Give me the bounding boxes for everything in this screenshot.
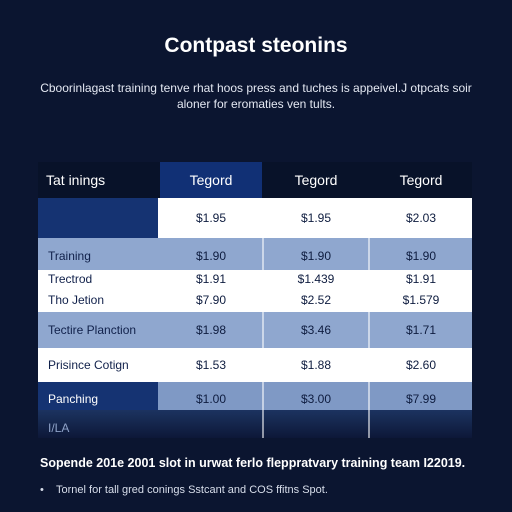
row-value: $1.90 (195, 249, 227, 263)
header-col-1: Tegord (160, 162, 262, 198)
row-value: $1.579 (402, 293, 440, 307)
table-row: I/LA (38, 418, 472, 438)
row-label: Prisince Cotign (48, 358, 129, 372)
row-value: $1.53 (195, 358, 227, 372)
column-divider (262, 198, 264, 438)
table-row: Training $1.90 $1.90 $1.90 (38, 238, 472, 270)
table-row: Tho Jetion $7.90 $2.52 $1.579 (38, 290, 472, 312)
header-first-cell: Tat inings (46, 172, 106, 188)
table-row: Tectire Planction $1.98 $3.46 $1.71 (38, 312, 472, 348)
row-value: $3.46 (300, 323, 332, 337)
row-value: $2.60 (405, 358, 437, 372)
row-value: $2.52 (300, 293, 332, 307)
comparison-table: Tat inings Tegord Tegord Tegord $1.95 $1… (38, 162, 472, 438)
footer-note: Sopende 201e 2001 slot in urwat ferlo fl… (40, 456, 466, 470)
column-divider (368, 198, 370, 438)
row-label: Trectrod (48, 272, 93, 286)
bullet-item: • Tornel for tall gred conings Sstcant an… (40, 484, 480, 496)
row-label (38, 198, 158, 238)
row-value: $1.95 (300, 211, 332, 225)
row-label: I/LA (48, 421, 70, 435)
row-value: $1.88 (300, 358, 332, 372)
row-value: $2.03 (405, 211, 437, 225)
table-row: Trectrod $1.91 $1.439 $1.91 (38, 270, 472, 290)
table-row: Prisince Cotign $1.53 $1.88 $2.60 (38, 348, 472, 382)
row-value: $1.90 (405, 249, 437, 263)
table-row: Panching $1.00 $3.00 $7.99 (38, 382, 472, 412)
row-value: $1.00 (195, 392, 227, 406)
row-value: $3.00 (300, 392, 332, 406)
bullet-dot: • (40, 484, 44, 496)
row-label: Tectire Planction (48, 323, 137, 337)
page-subtitle: Cboorinlagast training tenve rhat hoos p… (40, 81, 472, 111)
header-col-2: Tegord (294, 172, 338, 188)
header-col-3: Tegord (399, 172, 443, 188)
row-label: Tho Jetion (48, 293, 105, 307)
table-row: $1.95 $1.95 $2.03 (38, 198, 472, 238)
row-value: $1.90 (300, 249, 332, 263)
row-value: $1.98 (195, 323, 227, 337)
page-title: Contpast steonins (164, 34, 348, 57)
row-value: $1.439 (297, 272, 335, 286)
row-value: $1.91 (405, 272, 437, 286)
bullet-text: Tornel for tall gred conings Sstcant and… (56, 484, 328, 496)
row-value: $1.91 (195, 272, 227, 286)
row-value: $7.90 (195, 293, 227, 307)
table-header: Tat inings Tegord Tegord Tegord (38, 162, 472, 198)
table-fade (38, 410, 472, 438)
row-value: $1.71 (405, 323, 437, 337)
row-value: $7.99 (405, 392, 437, 406)
row-label: Panching (38, 382, 158, 412)
row-label: Training (48, 249, 91, 263)
row-value: $1.95 (195, 211, 227, 225)
